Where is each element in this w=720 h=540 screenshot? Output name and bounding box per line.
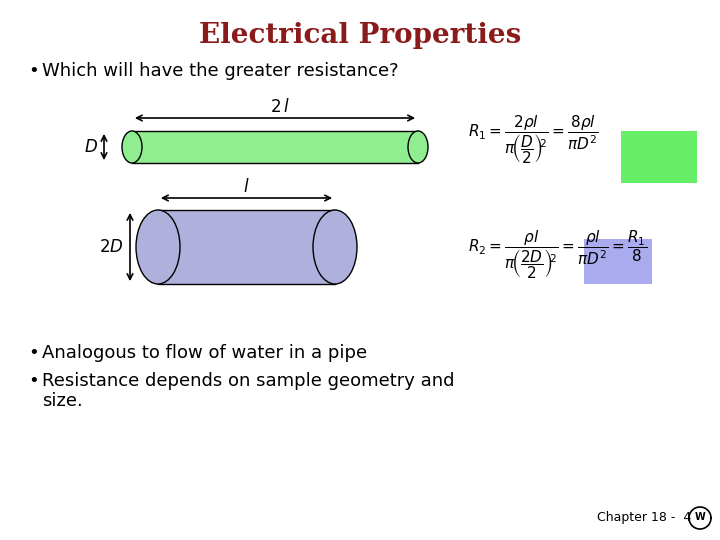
Text: Analogous to flow of water in a pipe: Analogous to flow of water in a pipe bbox=[42, 344, 367, 362]
Text: Resistance depends on sample geometry and: Resistance depends on sample geometry an… bbox=[42, 372, 454, 390]
Bar bbox=[132, 131, 418, 163]
FancyBboxPatch shape bbox=[584, 239, 652, 284]
Bar bbox=[158, 210, 335, 284]
Ellipse shape bbox=[136, 210, 180, 284]
Ellipse shape bbox=[122, 131, 142, 163]
Text: $R_2 = \dfrac{\rho l}{\pi\!\left(\dfrac{2D}{2}\right)^{\!\!2}} = \dfrac{\rho l}{: $R_2 = \dfrac{\rho l}{\pi\!\left(\dfrac{… bbox=[468, 228, 647, 281]
Text: $2\,l$: $2\,l$ bbox=[270, 98, 290, 116]
Text: Which will have the greater resistance?: Which will have the greater resistance? bbox=[42, 62, 399, 80]
Text: $2D$: $2D$ bbox=[99, 238, 124, 256]
Text: $l$: $l$ bbox=[243, 178, 250, 196]
Text: •: • bbox=[28, 62, 39, 80]
Text: W: W bbox=[695, 512, 706, 522]
Text: size.: size. bbox=[42, 392, 83, 410]
FancyBboxPatch shape bbox=[621, 131, 697, 183]
Text: $D$: $D$ bbox=[84, 138, 98, 156]
Text: •: • bbox=[28, 344, 39, 362]
Text: Chapter 18 -  4: Chapter 18 - 4 bbox=[597, 511, 691, 524]
Text: $R_1 = \dfrac{2\rho l}{\pi\!\left(\dfrac{D}{2}\right)^{\!\!2}} = \dfrac{8\rho l}: $R_1 = \dfrac{2\rho l}{\pi\!\left(\dfrac… bbox=[468, 113, 599, 166]
Text: •: • bbox=[28, 372, 39, 390]
Ellipse shape bbox=[313, 210, 357, 284]
Ellipse shape bbox=[408, 131, 428, 163]
Text: Electrical Properties: Electrical Properties bbox=[199, 22, 521, 49]
